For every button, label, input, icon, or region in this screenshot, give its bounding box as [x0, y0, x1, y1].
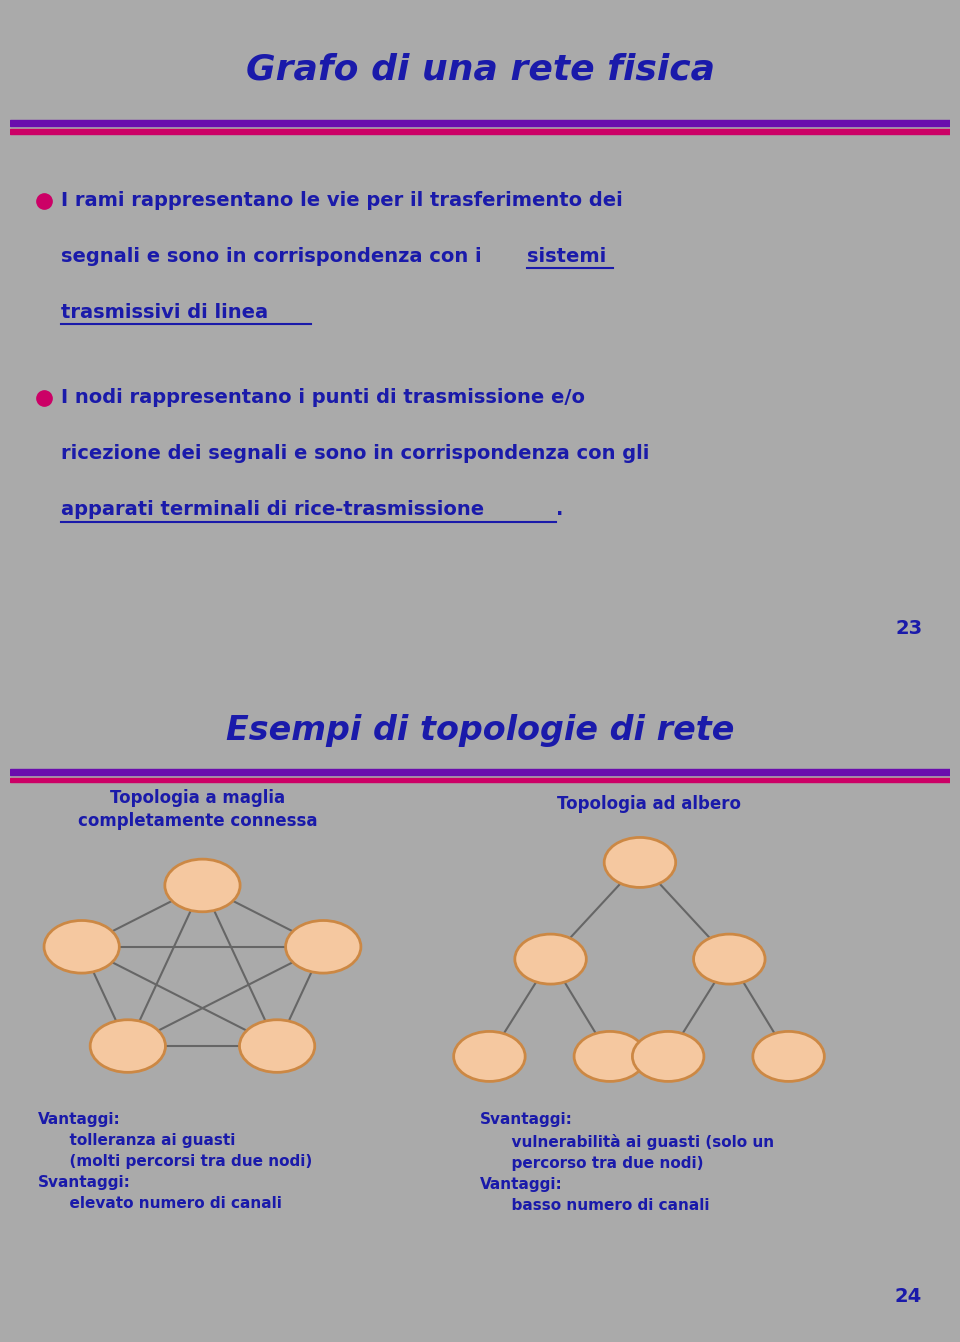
Circle shape — [44, 921, 119, 973]
Circle shape — [693, 934, 765, 984]
Text: 24: 24 — [895, 1287, 923, 1306]
Text: I rami rappresentano le vie per il trasferimento dei: I rami rappresentano le vie per il trasf… — [61, 191, 623, 211]
Text: I nodi rappresentano i punti di trasmissione e/o: I nodi rappresentano i punti di trasmiss… — [61, 388, 586, 408]
Bar — [10, 769, 950, 774]
Text: Esempi di topologie di rete: Esempi di topologie di rete — [226, 714, 734, 747]
Circle shape — [633, 1032, 704, 1082]
Circle shape — [90, 1020, 165, 1072]
Text: sistemi: sistemi — [527, 247, 607, 266]
Text: Topologia ad albero: Topologia ad albero — [558, 794, 741, 813]
Bar — [10, 129, 950, 134]
Text: trasmissivi di linea: trasmissivi di linea — [61, 303, 269, 322]
Circle shape — [165, 859, 240, 911]
Circle shape — [753, 1032, 825, 1082]
Text: segnali e sono in corrispondenza con i: segnali e sono in corrispondenza con i — [61, 247, 489, 266]
Circle shape — [239, 1020, 315, 1072]
Text: completamente connessa: completamente connessa — [78, 812, 318, 829]
Circle shape — [454, 1032, 525, 1082]
Text: Vantaggi:
      tolleranza ai guasti
      (molti percorsi tra due nodi)
Svantag: Vantaggi: tolleranza ai guasti (molti pe… — [37, 1113, 312, 1212]
Text: .: . — [556, 501, 564, 519]
Text: Topologia a maglia: Topologia a maglia — [110, 789, 285, 807]
Text: 23: 23 — [895, 619, 923, 637]
Text: Svantaggi:
      vulnerabilità ai guasti (solo un
      percorso tra due nodi)
V: Svantaggi: vulnerabilità ai guasti (solo… — [480, 1113, 774, 1213]
Circle shape — [604, 837, 676, 887]
Bar — [10, 121, 950, 126]
Circle shape — [574, 1032, 645, 1082]
Text: ricezione dei segnali e sono in corrispondenza con gli: ricezione dei segnali e sono in corrispo… — [61, 444, 650, 463]
Text: apparati terminali di rice-trasmissione: apparati terminali di rice-trasmissione — [61, 501, 485, 519]
Bar — [10, 777, 950, 782]
Circle shape — [515, 934, 587, 984]
Circle shape — [286, 921, 361, 973]
Text: Grafo di una rete fisica: Grafo di una rete fisica — [246, 52, 714, 86]
